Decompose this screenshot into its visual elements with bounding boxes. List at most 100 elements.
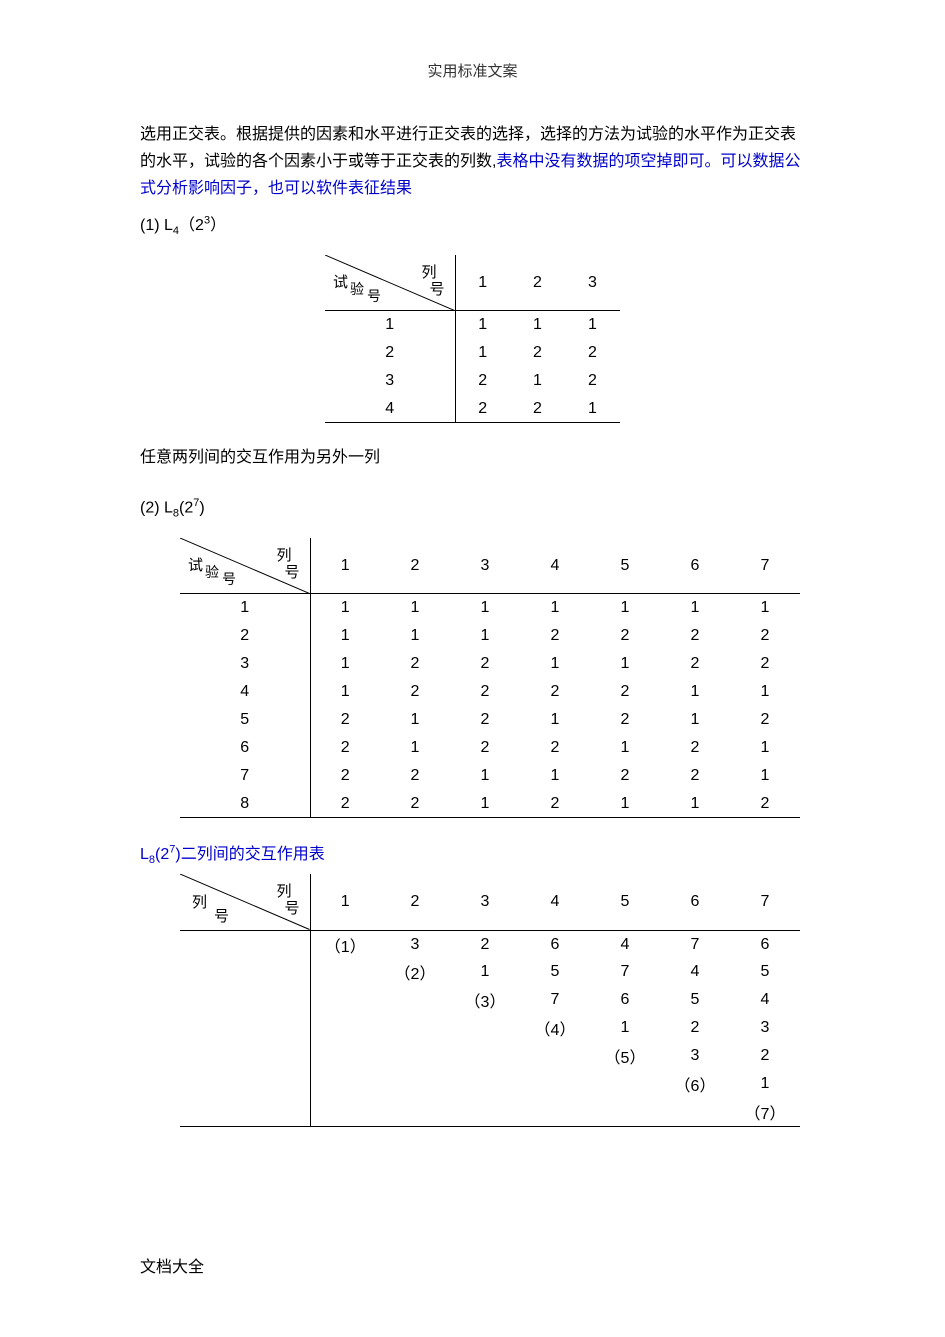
t1-row4: 4 2 2 1 [325, 395, 620, 423]
t1-row3: 3 2 1 2 [325, 367, 620, 395]
t2c: 2 [730, 622, 800, 650]
t3c: 5 [520, 958, 590, 986]
t2c: 1 [380, 734, 450, 762]
t3-r2: （2）15745 [180, 958, 800, 986]
section2-label: (2) L8(27) [140, 497, 805, 520]
t1-r1c3: 1 [565, 311, 620, 339]
t2c: 1 [450, 594, 520, 622]
t1-row1: 1 1 1 1 [325, 311, 620, 339]
table2: 列 号 试 验 号 1 2 3 4 5 6 7 11111111 21 [180, 538, 800, 819]
t2c: 1 [450, 790, 520, 818]
t1-r1c1: 1 [455, 311, 510, 339]
t2c: 2 [450, 678, 520, 706]
t2c: 2 [590, 622, 660, 650]
t2c: 2 [520, 790, 590, 818]
t2c: 1 [520, 594, 590, 622]
content-area: 选用正交表。根据提供的因素和水平进行正交表的选择，选择的方法为试验的水平作为正交… [0, 81, 945, 1127]
t3-r7: （7） [180, 1098, 800, 1126]
t3c [310, 1070, 380, 1098]
t3c: 3 [660, 1042, 730, 1070]
t2-r3h: 3 [180, 650, 310, 678]
t2-c4: 4 [520, 538, 590, 594]
t2-c1: 1 [310, 538, 380, 594]
t2c: 1 [660, 678, 730, 706]
l1-prefix: (1) L [140, 217, 173, 234]
t3c: （2） [380, 958, 450, 986]
t3-r3: （3）7654 [180, 986, 800, 1014]
t3-r1: （1）326476 [180, 930, 800, 958]
t3-rh [180, 1070, 310, 1098]
t3c [520, 1042, 590, 1070]
t2c: 1 [590, 734, 660, 762]
table1-diag-cell: 列 号 试 验 号 [325, 255, 455, 311]
t3-rh [180, 1014, 310, 1042]
t2c: 1 [380, 622, 450, 650]
t2c: 1 [310, 678, 380, 706]
t3c [450, 1014, 520, 1042]
table1-header-row: 列 号 试 验 号 1 2 3 [325, 255, 620, 311]
diag2-shi: 试 [188, 554, 203, 575]
t1-col2: 2 [510, 255, 565, 311]
t1-r2c3: 2 [565, 339, 620, 367]
t3c [380, 986, 450, 1014]
t3c [380, 1042, 450, 1070]
t2c: 1 [520, 762, 590, 790]
t2c: 2 [380, 762, 450, 790]
t3c: （7） [730, 1098, 800, 1126]
t3c: （3） [450, 986, 520, 1014]
t3c: 7 [520, 986, 590, 1014]
diag2-hao: 号 [222, 569, 236, 589]
t2c: 1 [590, 650, 660, 678]
t2c: 1 [520, 650, 590, 678]
t2-c7: 7 [730, 538, 800, 594]
t2-c6: 6 [660, 538, 730, 594]
t2c: 1 [590, 594, 660, 622]
t3c: 4 [590, 930, 660, 958]
t3c: 7 [590, 958, 660, 986]
t1-r4h: 4 [325, 395, 455, 423]
t3c: 2 [730, 1042, 800, 1070]
t2-r2: 21112222 [180, 622, 800, 650]
t3-c3: 3 [450, 874, 520, 930]
t2c: 1 [380, 706, 450, 734]
t2c: 1 [660, 706, 730, 734]
t2-r8h: 8 [180, 790, 310, 818]
t3c [450, 1042, 520, 1070]
t3c [380, 1014, 450, 1042]
t1-r1h: 1 [325, 311, 455, 339]
t3c: 3 [380, 930, 450, 958]
t2c: 2 [660, 650, 730, 678]
t2c: 2 [520, 678, 590, 706]
t1-r2c2: 2 [510, 339, 565, 367]
t2c: 1 [730, 594, 800, 622]
intro-paragraph: 选用正交表。根据提供的因素和水平进行正交表的选择，选择的方法为试验的水平作为正交… [140, 121, 805, 203]
t3c: 4 [730, 986, 800, 1014]
t1-col3: 3 [565, 255, 620, 311]
table2-header-row: 列 号 试 验 号 1 2 3 4 5 6 7 [180, 538, 800, 594]
t2c: 2 [660, 762, 730, 790]
t2c: 2 [520, 734, 590, 762]
t2-r8: 82212112 [180, 790, 800, 818]
section3-label: L8(27)二列间的交互作用表 [140, 840, 805, 866]
t2c: 1 [660, 790, 730, 818]
t3c: 6 [730, 930, 800, 958]
t2c: 1 [450, 762, 520, 790]
diag2-yan: 验 [205, 562, 219, 582]
t3c: （5） [590, 1042, 660, 1070]
t3c: 6 [590, 986, 660, 1014]
t2c: 1 [730, 734, 800, 762]
t3c: 2 [660, 1014, 730, 1042]
t3c: 5 [730, 958, 800, 986]
t1-r4c3: 1 [565, 395, 620, 423]
t2c: 1 [730, 678, 800, 706]
table3-wrap: 列 号 列 号 1 2 3 4 5 6 7 （1）326476 （2）15745 [180, 874, 805, 1127]
table3-diag-cell: 列 号 列 号 [180, 874, 310, 930]
t1-r4c2: 2 [510, 395, 565, 423]
t3c [310, 1098, 380, 1126]
t3c: （6） [660, 1070, 730, 1098]
t3-r6: （6）1 [180, 1070, 800, 1098]
t2c: 1 [310, 594, 380, 622]
t2c: 1 [310, 650, 380, 678]
t2c: 2 [520, 622, 590, 650]
t3-rh [180, 1098, 310, 1126]
